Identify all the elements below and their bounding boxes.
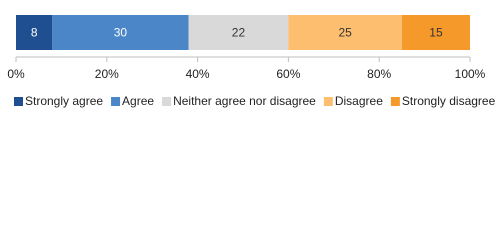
legend-label: Disagree	[335, 94, 383, 108]
x-tick-label: 0%	[7, 67, 25, 81]
data-label: 30	[114, 26, 128, 40]
x-tick-label: 100%	[455, 67, 486, 81]
bar-segment	[288, 15, 402, 50]
data-label: 25	[338, 26, 352, 40]
legend-swatch	[162, 97, 172, 106]
x-tick-label: 40%	[186, 67, 210, 81]
legend-label: Agree	[122, 94, 154, 108]
data-label: 8	[31, 26, 38, 40]
legend-swatch	[111, 97, 121, 106]
bar-segment	[188, 15, 289, 50]
x-tick-label: 60%	[276, 67, 300, 81]
legend-label: Strongly disagree	[402, 94, 496, 108]
data-label: 22	[232, 26, 246, 40]
legend-swatch	[14, 97, 23, 106]
legend-label: Strongly agree	[25, 94, 103, 108]
bar-segment	[16, 15, 53, 50]
x-tick-label: 80%	[367, 67, 391, 81]
legend-swatch	[323, 97, 333, 106]
data-label: 15	[429, 26, 443, 40]
x-tick-label: 20%	[95, 67, 119, 81]
legend-swatch	[390, 97, 400, 106]
bar-segment	[401, 15, 470, 50]
bar-segment	[52, 15, 189, 50]
legend-label: Neither agree nor disagree	[173, 94, 316, 108]
chart: 0% 20% 40% 60% 80% 100% 8 30 22 25 15 Strongly agre…	[7, 15, 496, 108]
